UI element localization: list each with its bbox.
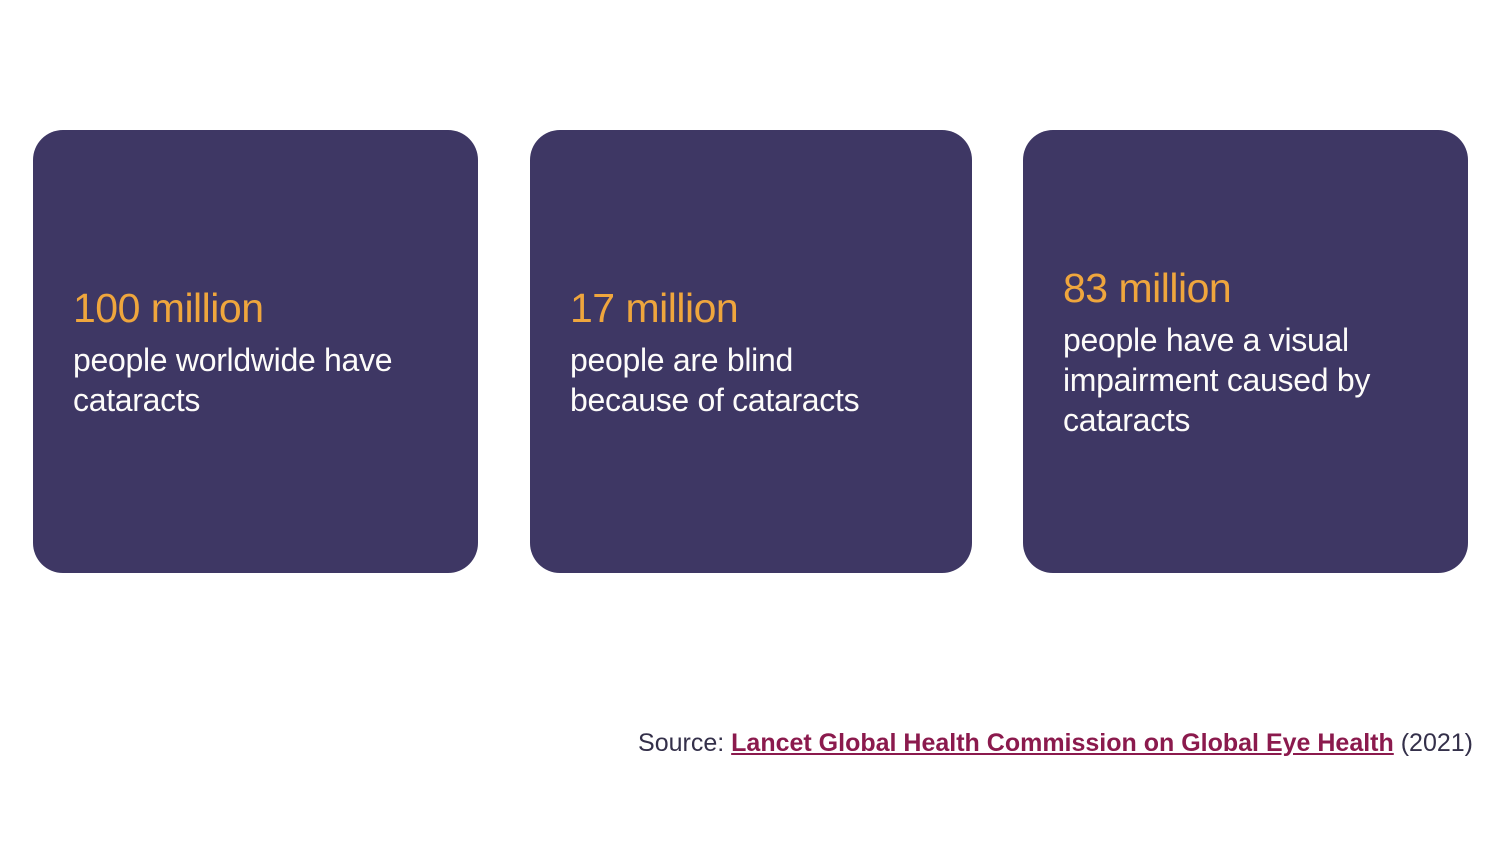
- stat-value: 83 million: [1063, 264, 1232, 311]
- stat-value: 17 million: [570, 284, 739, 331]
- source-prefix: Source:: [638, 729, 725, 757]
- stat-value: 100 million: [73, 284, 264, 331]
- source-year: (2021): [1400, 729, 1473, 757]
- stat-description: people are blind because of cataracts: [570, 341, 860, 418]
- stat-description: people have a visual impairment caused b…: [1063, 321, 1371, 438]
- source-link[interactable]: Lancet Global Health Commission on Globa…: [731, 729, 1394, 757]
- stat-description: people worldwide have cataracts: [73, 341, 393, 418]
- source-line: Source: Lancet Global Health Commission …: [0, 727, 1473, 759]
- stat-card-visual-impairment: 83 million people have a visual impairme…: [1023, 130, 1468, 573]
- stat-card-blind: 17 million people are blind because of c…: [530, 130, 972, 573]
- stat-card-cataracts-total: 100 million people worldwide have catara…: [33, 130, 478, 573]
